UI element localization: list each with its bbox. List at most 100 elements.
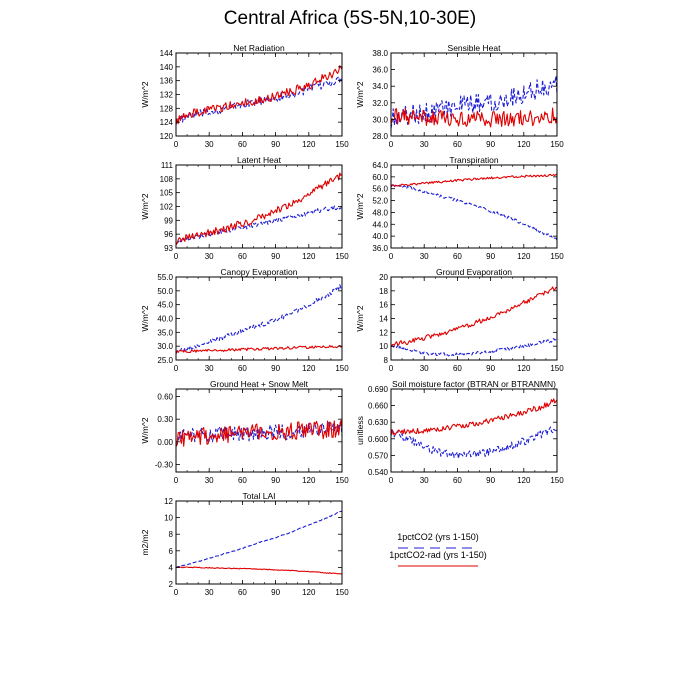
y-tick-label: 96 — [164, 230, 173, 239]
panel-title: Ground Evaporation — [436, 267, 512, 277]
y-tick-label: 0.630 — [368, 418, 389, 427]
y-tick-label: 38.0 — [372, 49, 388, 58]
panel-5: 0 30 60 90 120 150 25.0 30.0 35.0 40.0 45.0 50.0 55.… — [140, 267, 349, 373]
x-tick-label: 120 — [302, 140, 316, 149]
x-tick-label: 0 — [174, 252, 179, 261]
y-tick-label: 55.0 — [157, 273, 173, 282]
y-tick-label: 30.0 — [157, 342, 173, 351]
x-tick-label: 150 — [550, 140, 564, 149]
x-tick-label: 90 — [271, 140, 280, 149]
x-tick-label: 90 — [271, 476, 280, 485]
x-tick-label: 90 — [271, 588, 280, 597]
series-line-1pctCO2-rad — [390, 173, 558, 188]
y-tick-label: 50.0 — [157, 287, 173, 296]
y-tick-label: 128 — [160, 104, 174, 113]
plot-frame — [175, 500, 343, 585]
x-tick-label: 120 — [517, 252, 531, 261]
x-tick-label: 90 — [486, 364, 495, 373]
y-tick-label: 10 — [164, 514, 173, 523]
y-tick-label: -0.30 — [155, 460, 174, 469]
y-tick-label: 0.600 — [368, 435, 389, 444]
panel-8: 0 30 60 90 120 150 0.540 0.570 0.600 0.630 0.660 0.… — [355, 379, 564, 485]
series-line-1pctCO2 — [390, 184, 558, 241]
x-tick-label: 150 — [335, 252, 349, 261]
y-tick-label: 32.0 — [372, 99, 388, 108]
plot-frame — [175, 388, 343, 473]
y-tick-label: 18 — [379, 287, 388, 296]
legend-label: 1pctCO2-rad (yrs 1-150) — [389, 550, 487, 560]
x-tick-label: 60 — [453, 364, 462, 373]
x-tick-label: 30 — [205, 252, 214, 261]
y-axis-label: W/m^2 — [355, 81, 365, 107]
y-tick-label: 4 — [169, 563, 174, 572]
x-tick-label: 150 — [335, 588, 349, 597]
x-tick-label: 120 — [302, 364, 316, 373]
figure-title: Central Africa (5S-5N,10-30E) — [223, 8, 477, 29]
panel-title: Total LAI — [242, 491, 275, 501]
series-line-1pctCO2 — [175, 284, 343, 355]
panel-title: Latent Heat — [237, 155, 282, 165]
y-tick-label: 2 — [169, 580, 174, 589]
x-tick-label: 30 — [420, 252, 429, 261]
y-tick-label: 28.0 — [372, 132, 388, 141]
panel-7: 0 30 60 90 120 150 -0.30 0.00 0.30 0.60 Ground Hea… — [140, 379, 349, 485]
y-tick-label: 12 — [379, 328, 388, 337]
x-tick-label: 60 — [238, 588, 247, 597]
panel-2: 0 30 60 90 120 150 28.0 30.0 32.0 34.0 36.0 38.0 Sen… — [355, 43, 564, 149]
panel-title: Canopy Evaporation — [220, 267, 297, 277]
y-tick-label: 14 — [379, 315, 388, 324]
y-tick-label: 120 — [160, 132, 174, 141]
x-tick-label: 60 — [453, 252, 462, 261]
y-axis-label: unitless — [355, 416, 365, 445]
x-tick-label: 30 — [205, 140, 214, 149]
y-tick-label: 44.0 — [372, 220, 388, 229]
y-tick-label: 8 — [384, 356, 389, 365]
plot-frame — [175, 52, 343, 137]
x-tick-label: 120 — [302, 476, 316, 485]
x-tick-label: 0 — [174, 476, 179, 485]
x-tick-label: 150 — [550, 364, 564, 373]
series-line-1pctCO2-rad — [175, 65, 343, 125]
y-tick-label: 0.690 — [368, 385, 389, 394]
plot-frame — [390, 164, 558, 249]
y-tick-label: 40.0 — [157, 315, 173, 324]
y-tick-label: 25.0 — [157, 356, 173, 365]
y-tick-label: 35.0 — [157, 328, 173, 337]
y-tick-label: 6 — [169, 547, 174, 556]
x-tick-label: 60 — [238, 140, 247, 149]
x-tick-label: 90 — [271, 364, 280, 373]
y-tick-label: 136 — [160, 77, 174, 86]
x-tick-label: 60 — [238, 476, 247, 485]
panel-title: Sensible Heat — [448, 43, 502, 53]
x-tick-label: 30 — [420, 476, 429, 485]
y-tick-label: 0.00 — [157, 438, 173, 447]
series-line-1pctCO2-rad — [390, 107, 558, 128]
panel-6: 0 30 60 90 120 150 8 10 12 14 16 18 20 Ground Evapora… — [355, 267, 564, 373]
y-tick-label: 56.0 — [372, 185, 388, 194]
y-tick-label: 60.0 — [372, 173, 388, 182]
series-line-1pctCO2-rad — [175, 566, 343, 575]
y-tick-label: 102 — [160, 203, 174, 212]
legend: 1pctCO2 (yrs 1-150) 1pctCO2-rad (yrs 1-15… — [389, 532, 487, 567]
y-tick-label: 36.0 — [372, 244, 388, 253]
x-tick-label: 30 — [420, 140, 429, 149]
y-tick-label: 34.0 — [372, 82, 388, 91]
x-tick-label: 60 — [453, 140, 462, 149]
y-tick-label: 132 — [160, 91, 174, 100]
x-tick-label: 150 — [550, 476, 564, 485]
x-tick-label: 150 — [335, 476, 349, 485]
x-tick-label: 0 — [389, 140, 394, 149]
y-tick-label: 12 — [164, 497, 173, 506]
series-line-1pctCO2 — [390, 338, 558, 357]
x-tick-label: 150 — [550, 252, 564, 261]
y-tick-label: 8 — [169, 530, 174, 539]
x-tick-label: 120 — [302, 588, 316, 597]
x-tick-label: 0 — [389, 364, 394, 373]
y-tick-label: 111 — [161, 161, 174, 170]
series-line-1pctCO2-rad — [175, 344, 343, 354]
y-tick-label: 36.0 — [372, 66, 388, 75]
y-tick-label: 16 — [379, 301, 388, 310]
x-tick-label: 0 — [174, 140, 179, 149]
y-tick-label: 140 — [160, 63, 174, 72]
y-tick-label: 0.60 — [157, 393, 173, 402]
